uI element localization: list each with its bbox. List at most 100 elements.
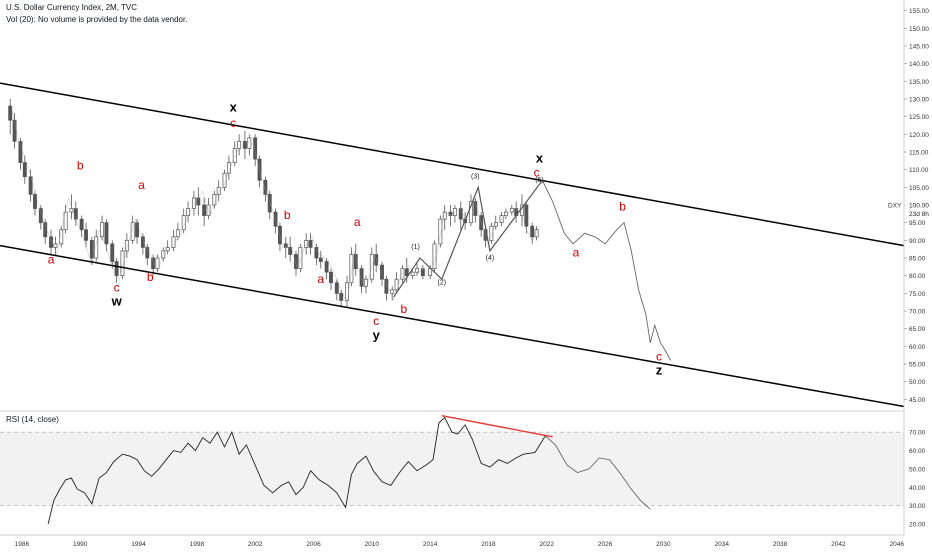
wave-label: c xyxy=(114,281,120,295)
candle-body xyxy=(191,197,196,209)
time-tick-label: 2042 xyxy=(831,541,846,548)
price-tick-label: 105.00 xyxy=(909,185,929,192)
candle-body xyxy=(124,239,129,252)
price-line xyxy=(9,102,540,306)
time-tick-label: 2006 xyxy=(306,541,321,548)
channel-lower-line xyxy=(0,244,905,408)
candle-body xyxy=(79,218,84,231)
price-tick-label: 115.00 xyxy=(909,149,929,156)
candle-body xyxy=(145,247,150,259)
candle-body xyxy=(415,268,419,273)
candle-body xyxy=(84,229,88,241)
candle-body xyxy=(247,137,252,149)
price-badge-value: 100.00 xyxy=(909,203,929,210)
price-tick-label: 150.00 xyxy=(909,26,929,33)
rsi-divergence-line xyxy=(441,414,553,438)
time-tick-label: 2046 xyxy=(889,541,904,548)
price-tick-label: 125.00 xyxy=(909,114,929,121)
wave-label: x xyxy=(230,99,238,114)
price-badge-countdown: 23d 8h xyxy=(909,211,929,218)
candle-body xyxy=(253,137,258,160)
wave-number-label: (1) xyxy=(411,244,420,251)
candle-body xyxy=(530,225,535,238)
time-tick-label: 2030 xyxy=(656,541,671,548)
candle-body xyxy=(458,208,463,220)
candle-body xyxy=(114,261,119,277)
candle-body xyxy=(196,197,201,206)
candle-body xyxy=(384,278,389,294)
rsi-line xyxy=(47,416,546,525)
time-tick-label: 1994 xyxy=(131,541,146,548)
candle-body xyxy=(120,250,125,277)
candle-body xyxy=(186,208,191,216)
time-tick-label: 2010 xyxy=(365,541,380,548)
candle-body xyxy=(53,243,58,248)
wave-label: b xyxy=(401,302,408,316)
wave-label: b xyxy=(619,199,626,213)
candle-body xyxy=(438,218,443,245)
rsi-band xyxy=(0,432,904,506)
price-tick-label: 95.00 xyxy=(909,220,926,227)
price-tick-label: 110.00 xyxy=(909,167,929,174)
candle-body xyxy=(12,119,17,142)
price-tick-label: 55.00 xyxy=(909,362,926,369)
candle-body xyxy=(390,289,395,294)
wave-label: b xyxy=(77,159,84,173)
rsi-title: RSI (14, close) xyxy=(6,415,59,424)
wave-label: a xyxy=(354,215,361,229)
time-tick-label: 2022 xyxy=(540,541,555,548)
candle-body xyxy=(243,141,247,149)
candle-body xyxy=(329,271,333,284)
wave-label: c xyxy=(373,314,379,328)
candle-body xyxy=(334,282,339,294)
candle-body xyxy=(216,186,221,195)
wave-number-label: (2) xyxy=(438,280,447,287)
price-badge-symbol: DXY xyxy=(888,203,902,210)
price-tick-label: 120.00 xyxy=(909,132,929,139)
candle-body xyxy=(89,239,94,259)
wave-label: c xyxy=(534,166,540,180)
candle-body xyxy=(110,243,115,262)
candle-body xyxy=(155,257,160,269)
candle-body xyxy=(63,211,68,231)
wave-label: y xyxy=(373,327,381,342)
candle-body xyxy=(404,268,409,277)
candle-body xyxy=(151,257,156,269)
wave-label: b xyxy=(147,270,154,284)
rsi-tick-label: 30.00 xyxy=(909,503,926,510)
wave-label: a xyxy=(48,252,55,266)
candle-body xyxy=(226,162,231,174)
wave-label: a xyxy=(138,178,145,192)
time-tick-label: 2034 xyxy=(715,541,730,548)
forecast-path xyxy=(541,180,672,361)
wave-label: c xyxy=(656,350,662,364)
wave-label: b xyxy=(284,208,291,222)
wave-label: x xyxy=(536,151,544,166)
time-tick-label: 2018 xyxy=(481,541,496,548)
wave-number-label: (3) xyxy=(471,173,480,180)
candle-body xyxy=(8,105,13,121)
volume-note: Vol (20): No volume is provided by the d… xyxy=(6,15,188,24)
time-tick-label: 1986 xyxy=(15,541,30,548)
candle-body xyxy=(359,268,364,287)
wave-number-label: (4) xyxy=(486,255,495,262)
price-tick-label: 70.00 xyxy=(909,309,926,316)
wave-label: z xyxy=(656,363,663,378)
candle-body xyxy=(165,247,170,252)
candle-body xyxy=(304,239,309,248)
candle-body xyxy=(339,293,344,301)
time-tick-label: 1998 xyxy=(190,541,205,548)
candle-body xyxy=(18,141,23,163)
wave-label: a xyxy=(317,272,324,286)
price-tick-label: 80.00 xyxy=(909,273,926,280)
candle-body xyxy=(135,222,140,238)
candle-body xyxy=(469,201,473,224)
wave-label: w xyxy=(111,294,123,309)
candle-body xyxy=(298,247,303,269)
candle-body xyxy=(181,215,186,231)
wave-label: c xyxy=(230,116,236,130)
candle-body xyxy=(202,204,207,216)
candle-body xyxy=(283,243,288,248)
channel-upper-line xyxy=(0,82,905,247)
